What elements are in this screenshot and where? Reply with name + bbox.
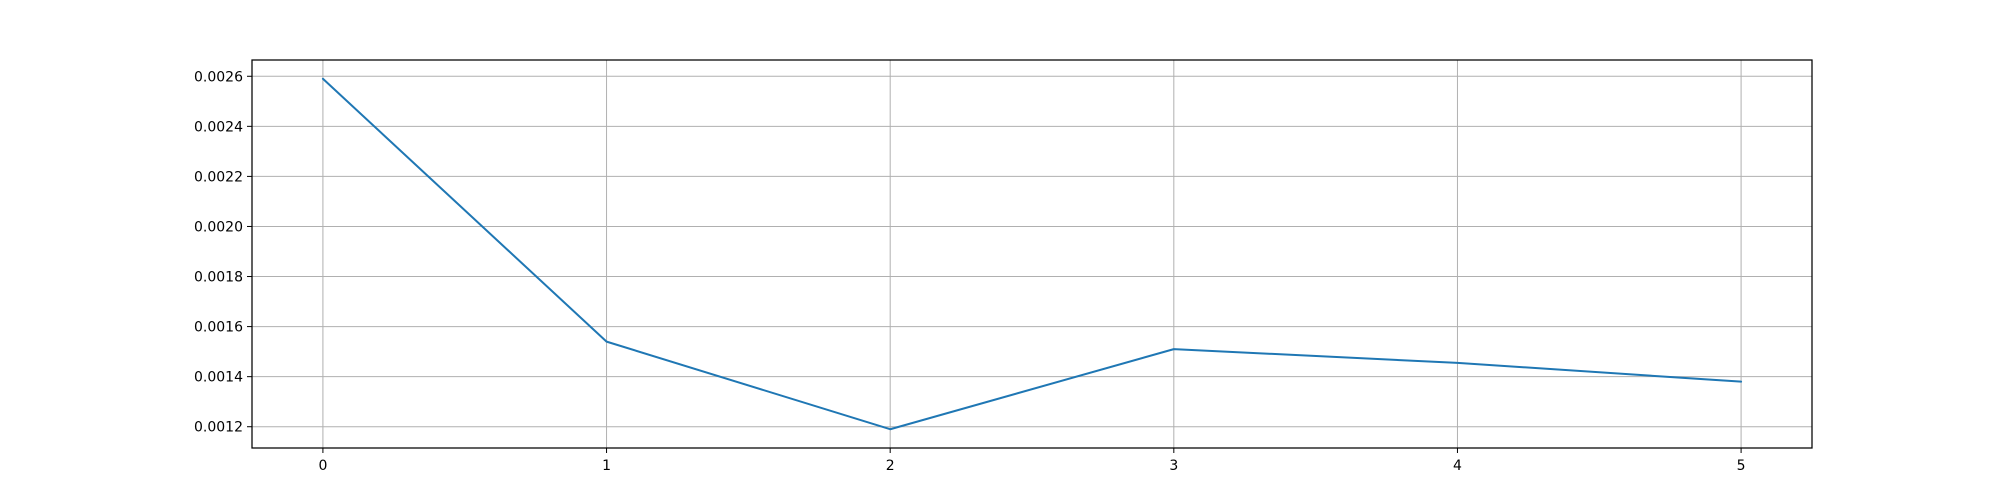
x-tick-label: 2 bbox=[886, 458, 895, 474]
y-tick-label: 0.0018 bbox=[194, 270, 243, 286]
x-tick-label: 0 bbox=[318, 458, 327, 474]
y-tick-label: 0.0012 bbox=[194, 420, 243, 436]
x-tick-label: 4 bbox=[1453, 458, 1462, 474]
x-tick-label: 5 bbox=[1737, 458, 1746, 474]
x-tick-label: 3 bbox=[1169, 458, 1178, 474]
y-tick-label: 0.0020 bbox=[194, 219, 243, 235]
y-tick-label: 0.0022 bbox=[194, 169, 243, 185]
y-tick-label: 0.0016 bbox=[194, 320, 243, 336]
y-tick-label: 0.0026 bbox=[194, 69, 243, 85]
x-tick-label: 1 bbox=[602, 458, 611, 474]
y-tick-label: 0.0014 bbox=[194, 370, 243, 386]
y-tick-label: 0.0024 bbox=[194, 119, 243, 135]
